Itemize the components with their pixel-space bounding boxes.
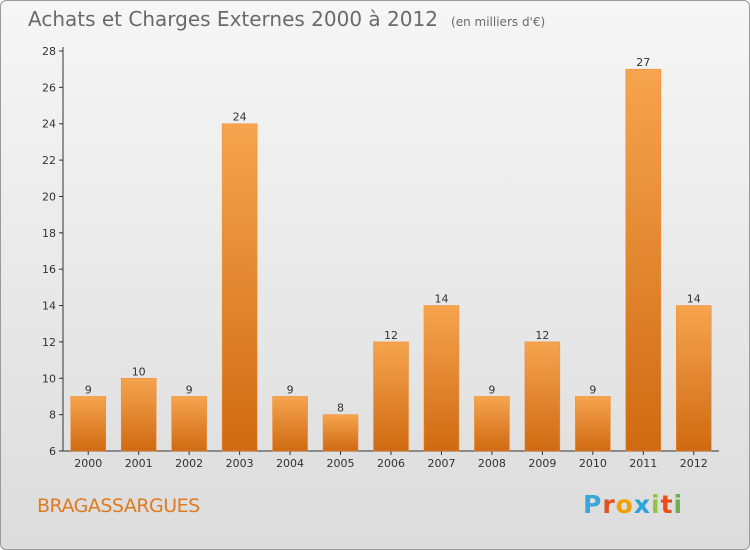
y-tick-label: 28 (42, 45, 56, 58)
value-label: 9 (589, 383, 596, 396)
bar-2000 (70, 396, 106, 452)
x-tick-label: 2000 (74, 457, 102, 470)
value-label: 12 (384, 329, 398, 342)
x-tick-label: 2006 (377, 457, 405, 470)
logo-letter: P (583, 490, 603, 519)
value-label: 9 (287, 383, 294, 396)
bar-2002 (171, 396, 207, 452)
value-label: 9 (85, 383, 92, 396)
bar-2004 (272, 396, 308, 452)
y-tick-label: 24 (42, 118, 56, 131)
labels: 9 2000 10 2001 9 2002 24 2003 9 2004 8 2005 12 2006 14… (74, 56, 708, 470)
x-tick-label: 2005 (327, 457, 355, 470)
bar-2006 (373, 341, 409, 452)
y-tick-label: 10 (42, 372, 56, 385)
commune-name: BRAGASSARGUES (37, 495, 200, 517)
value-label: 24 (233, 111, 247, 124)
y-tick-label: 6 (49, 445, 56, 458)
y-tick-label: 16 (42, 263, 56, 276)
x-tick-label: 2004 (276, 457, 304, 470)
bar-2007 (423, 305, 460, 452)
bar-2011 (625, 68, 662, 452)
x-tick-label: 2007 (427, 457, 455, 470)
y-tick-label: 14 (42, 300, 56, 313)
y-tick-label: 12 (42, 336, 56, 349)
value-label: 12 (535, 329, 549, 342)
x-tick-label: 2012 (680, 457, 708, 470)
chart-unit: (en milliers d'€) (451, 15, 546, 29)
x-tick-label: 2002 (175, 457, 203, 470)
value-label: 14 (434, 293, 448, 306)
chart-title: Achats et Charges Externes 2000 à 2012 (28, 7, 438, 31)
y-tick-label: 20 (42, 190, 56, 203)
value-label: 10 (132, 365, 146, 378)
x-tick-label: 2009 (528, 457, 556, 470)
value-label: 8 (337, 402, 344, 415)
x-tick-label: 2001 (125, 457, 153, 470)
bar-2012 (676, 305, 712, 452)
bar-2009 (524, 341, 561, 452)
y-tick-label: 22 (42, 154, 56, 167)
x-tick-label: 2010 (579, 457, 607, 470)
y-tick-label: 26 (42, 81, 56, 94)
bar-2003 (221, 123, 258, 452)
bar-2010 (575, 396, 611, 452)
logo-letter: x (633, 490, 651, 519)
value-label: 9 (186, 383, 193, 396)
x-tick-label: 2011 (629, 457, 657, 470)
value-label: 14 (687, 293, 701, 306)
proxiti-logo: Proxiti (583, 490, 683, 519)
value-label: 9 (488, 383, 495, 396)
y-tick-label: 8 (49, 409, 56, 422)
x-tick-label: 2003 (226, 457, 254, 470)
bar-2008 (474, 396, 510, 452)
logo-letter: i (673, 490, 684, 519)
logo-letter: r (602, 490, 616, 519)
value-label: 27 (636, 56, 650, 69)
logo-letter: i (651, 490, 661, 519)
x-tick-label: 2008 (478, 457, 506, 470)
title-row: Achats et Charges Externes 2000 à 2012 (… (28, 7, 545, 31)
y-tick-label: 18 (42, 227, 56, 240)
logo-letter: t (660, 490, 674, 519)
logo-letter: o (615, 490, 634, 519)
bar-2005 (322, 414, 359, 452)
bars (70, 68, 712, 452)
bar-2001 (120, 378, 157, 452)
